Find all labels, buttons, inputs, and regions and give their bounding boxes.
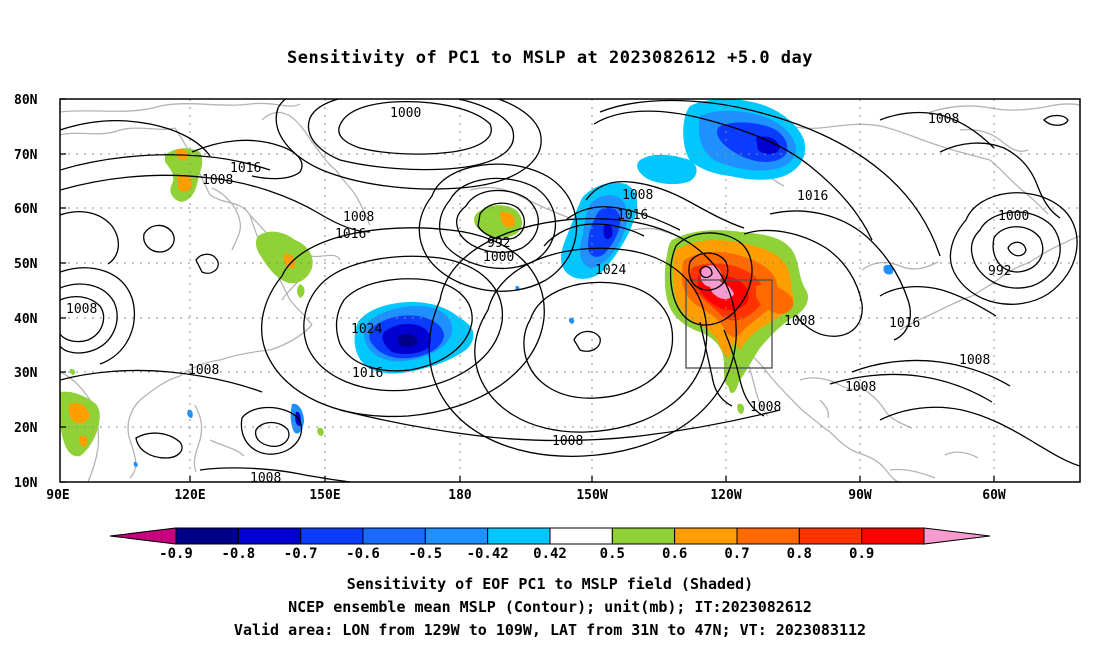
colorbar-label: -0.7 [284,546,318,562]
contour-label: 1024 [351,322,382,337]
contour-label: 1016 [230,161,261,176]
colorbar-label: -0.6 [346,546,380,562]
colorbar-label: -0.5 [408,546,442,562]
contour-label: 1008 [552,434,583,449]
lon-label: 120E [174,488,205,503]
lon-label: 150E [309,488,340,503]
lat-label: 80N [14,93,38,108]
contour-labels: 1000 1008 1016 1008 1008 1016 992 1000 1… [66,106,1029,486]
colorbar-swatch [362,527,426,545]
map-title: Sensitivity of PC1 to MSLP at 2023082612… [286,48,813,68]
colorbar-label: 0.6 [662,546,687,562]
colorbar-label: 0.9 [849,546,874,562]
contour-label: 1008 [202,173,233,188]
lat-label: 10N [14,476,38,491]
colorbar-swatches [109,527,991,545]
colorbar-swatch [300,527,364,545]
contour-label: 1008 [784,314,815,329]
contour-label: 1008 [622,188,653,203]
valid-area-box [685,279,773,369]
colorbar-swatch [549,527,613,545]
mslp-contours [60,99,1080,482]
colorbar-label: 0.42 [533,546,567,562]
contour-label: 992 [988,264,1011,279]
colorbar-label: 0.8 [787,546,812,562]
contour-label: 1008 [250,471,281,486]
longitude-labels: 90E 120E 150E 180 150W 120W 90W 60W [46,488,1006,503]
colorbar-swatch [736,527,800,545]
colorbar: -0.9 -0.8 -0.7 -0.6 -0.5 -0.42 0.42 0.5 0.6 0.7 0.… [109,527,991,562]
contour-label: 1008 [845,380,876,395]
colorbar-label: -0.8 [221,546,255,562]
contour-label: 1008 [188,363,219,378]
contour-label: 1016 [889,316,920,331]
contour-label: 1024 [595,263,626,278]
contour-label: 1008 [343,210,374,225]
lat-label: 50N [14,257,38,272]
contour-label: 1000 [390,106,421,121]
contour-label: 992 [487,236,510,251]
lon-label: 90W [848,488,872,503]
colorbar-label: 0.5 [600,546,625,562]
caption-line-2: NCEP ensemble mean MSLP (Contour); unit(… [288,598,812,616]
caption-line-1: Sensitivity of EOF PC1 to MSLP field (Sh… [346,575,754,593]
contour-label: 1016 [335,227,366,242]
colorbar-swatch [611,527,676,545]
colorbar-label: 0.7 [724,546,749,562]
colorbar-swatch [861,527,925,545]
caption-line-3: Valid area: LON from 129W to 109W, LAT f… [233,621,867,639]
colorbar-labels: -0.9 -0.8 -0.7 -0.6 -0.5 -0.42 0.42 0.5 0.6 0.7 0.… [159,546,874,562]
contour-label: 1016 [797,189,828,204]
contour-label: 1016 [352,366,383,381]
lat-label: 20N [14,421,38,436]
colorbar-swatch [923,527,991,545]
colorbar-swatch [237,527,302,545]
colorbar-label: -0.9 [159,546,193,562]
colorbar-swatch [175,527,239,545]
lat-label: 70N [14,148,38,163]
lon-label: 150W [576,488,607,503]
contour-label: 1000 [483,250,514,265]
lon-label: 60W [982,488,1006,503]
colorbar-swatch [674,527,738,545]
colorbar-swatch [487,527,551,545]
lon-label: 120W [710,488,741,503]
contour-label: 1008 [750,400,781,415]
map-frame [59,98,1081,483]
colorbar-swatch [424,527,489,545]
axis-ticks [60,98,995,483]
lon-label: 180 [448,488,472,503]
colorbar-swatch [109,527,177,545]
contour-label: 1016 [617,208,648,223]
lat-label: 40N [14,312,38,327]
contour-label: 1008 [959,353,990,368]
contour-label: 1008 [928,112,959,127]
lat-label: 60N [14,202,38,217]
colorbar-swatch [798,527,863,545]
map-plot-area [60,99,1080,482]
contour-label: 1000 [998,209,1029,224]
contour-label: 1008 [66,302,97,317]
latitude-labels: 80N 70N 60N 50N 40N 30N 20N 10N [14,93,38,491]
lon-label: 90E [46,488,69,503]
lat-label: 30N [14,366,38,381]
colorbar-label: -0.42 [467,546,509,562]
